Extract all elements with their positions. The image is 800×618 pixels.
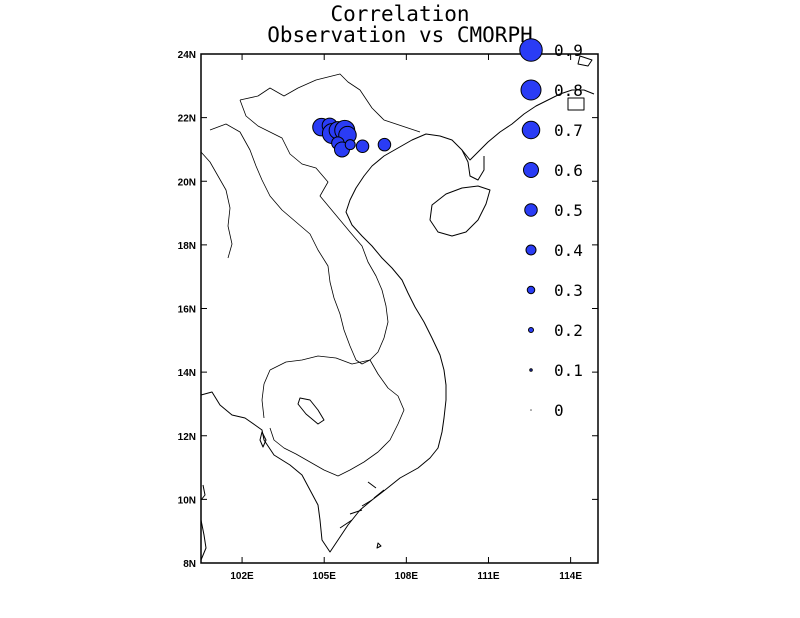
legend-label: 0.6	[554, 161, 583, 180]
station-marker	[344, 139, 356, 151]
x-tick-label: 114E	[559, 571, 582, 582]
y-tick-label: 12N	[178, 432, 196, 443]
phu-quoc-island	[259, 431, 267, 448]
legend-marker	[520, 79, 542, 101]
legend-label: 0.4	[554, 241, 583, 260]
map-basemap	[200, 55, 595, 561]
y-tick-label: 8N	[183, 559, 196, 570]
legend-marker	[519, 38, 543, 62]
con-dao-island	[376, 542, 382, 549]
china-vietnam-border	[239, 73, 421, 133]
title-line-1: Correlation	[330, 2, 469, 26]
mainland-coastline	[200, 89, 595, 561]
y-tick-label: 14N	[178, 368, 196, 379]
legend-label: 0.5	[554, 201, 583, 220]
x-tick-label: 102E	[230, 571, 254, 582]
x-tick-label: 105E	[313, 571, 337, 582]
laos-thailand-border	[209, 123, 371, 365]
chart-title: Correlation Observation vs CMORPH	[267, 2, 533, 47]
y-axis: 8N 10N 12N 14N 16N 18N 20N 22N 24N	[178, 50, 598, 570]
legend-label: 0.9	[554, 41, 583, 60]
mekong-delta	[339, 481, 385, 529]
legend-marker	[529, 368, 533, 372]
station-marker	[377, 137, 392, 152]
cambodia-border	[269, 355, 405, 477]
laos-vietnam-border	[239, 99, 389, 361]
y-tick-label: 22N	[178, 114, 196, 125]
x-tick-label: 111E	[477, 571, 500, 582]
pearl-river-islands	[567, 55, 593, 111]
legend-label: 0.3	[554, 281, 583, 300]
x-tick-label: 108E	[395, 571, 419, 582]
x-axis: 102E 105E 108E 111E 114E	[230, 54, 582, 582]
legend-marker	[524, 203, 538, 217]
legend-marker	[526, 285, 536, 295]
legend-marker	[530, 409, 532, 411]
legend-label: 0.8	[554, 81, 583, 100]
legend-marker	[525, 244, 537, 256]
y-tick-label: 20N	[178, 177, 196, 188]
legend-marker	[523, 162, 539, 178]
y-tick-label: 16N	[178, 305, 196, 316]
legend-label: 0.2	[554, 321, 583, 340]
legend-label: 0.1	[554, 361, 583, 380]
station-marker	[355, 139, 370, 154]
y-tick-label: 24N	[178, 50, 196, 61]
y-tick-label: 18N	[178, 241, 196, 252]
leizhou-peninsula	[461, 149, 485, 181]
hainan-island	[429, 185, 491, 237]
legend-label: 0.7	[554, 121, 583, 140]
legend-marker	[528, 327, 534, 333]
title-line-2: Observation vs CMORPH	[267, 23, 533, 47]
legend: 0.9 0.8 0.7 0.6 0.5 0.4 0.3 0.2 0.1 0	[519, 38, 583, 420]
thailand-cambodia-border	[261, 369, 271, 419]
legend-marker	[521, 120, 541, 140]
thailand-myanmar-border	[200, 151, 233, 259]
legend-label: 0	[554, 401, 564, 420]
tonle-sap-lake	[297, 397, 325, 425]
y-tick-label: 10N	[178, 495, 196, 506]
station-markers	[312, 117, 392, 158]
